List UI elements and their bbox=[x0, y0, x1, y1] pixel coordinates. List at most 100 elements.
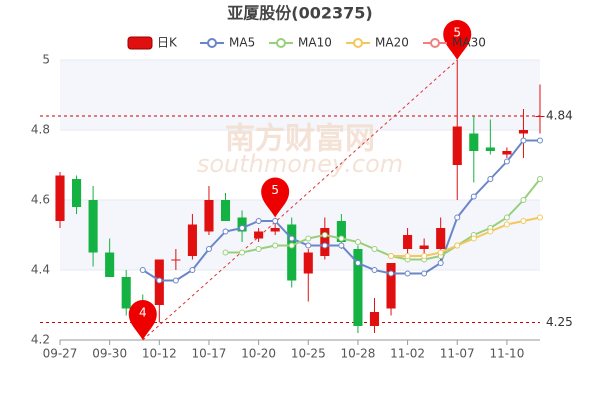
ma-point bbox=[470, 193, 477, 200]
grid-band bbox=[60, 60, 540, 130]
ma-point bbox=[454, 214, 461, 221]
x-tick-label: 10-25 bbox=[291, 347, 326, 361]
candle-body bbox=[535, 116, 545, 117]
candle-body bbox=[502, 151, 512, 155]
ma-point bbox=[503, 221, 510, 228]
candle-body bbox=[369, 312, 380, 326]
candle-body bbox=[452, 126, 462, 165]
ma-point bbox=[503, 158, 510, 165]
annotation-label: 5 bbox=[453, 26, 461, 40]
candle-body bbox=[419, 245, 429, 249]
annotation-pin bbox=[261, 177, 290, 218]
ma-point bbox=[321, 242, 328, 249]
ma-point bbox=[487, 176, 494, 182]
candle-body bbox=[270, 228, 280, 232]
x-tick-label: 10-17 bbox=[192, 347, 227, 361]
ma-point bbox=[239, 225, 246, 231]
x-tick-label: 09-27 bbox=[43, 347, 78, 361]
ma-point bbox=[520, 218, 527, 224]
ma-point bbox=[222, 249, 229, 256]
ma-point bbox=[305, 235, 312, 242]
legend-label: MA20 bbox=[375, 36, 409, 50]
ma-point bbox=[239, 249, 246, 256]
ma-point bbox=[156, 277, 163, 284]
x-tick-label: 11-10 bbox=[489, 347, 524, 361]
candle-body bbox=[403, 235, 413, 249]
reference-label: 4.84 bbox=[546, 109, 573, 123]
watermark-sub: southmoney.com bbox=[197, 150, 403, 178]
x-tick-label: 11-07 bbox=[440, 347, 475, 361]
candle-body bbox=[436, 228, 446, 249]
y-tick-label: 4.8 bbox=[31, 123, 50, 137]
legend-dot bbox=[207, 38, 217, 48]
ma-point bbox=[139, 267, 146, 273]
ma-point bbox=[388, 270, 395, 277]
y-tick-label: 4.6 bbox=[31, 193, 50, 207]
candle-body bbox=[171, 259, 181, 261]
candle-body bbox=[88, 200, 98, 253]
y-tick-label: 4.2 bbox=[31, 333, 50, 347]
legend-dot bbox=[353, 38, 363, 48]
x-tick-label: 10-28 bbox=[340, 347, 375, 361]
legend-candle bbox=[127, 36, 153, 50]
candle-body bbox=[204, 200, 214, 232]
ma-point bbox=[255, 246, 262, 252]
ma-point bbox=[421, 270, 428, 277]
ma-point bbox=[371, 246, 378, 252]
ma-line bbox=[391, 216, 541, 257]
ma-point bbox=[272, 242, 279, 249]
y-tick-label: 5 bbox=[42, 53, 50, 67]
candle-body bbox=[336, 221, 346, 242]
ma-point bbox=[354, 239, 361, 245]
ma-point bbox=[437, 249, 444, 256]
ma-point bbox=[321, 232, 328, 238]
ma-point bbox=[503, 214, 510, 221]
candle-body bbox=[187, 224, 197, 256]
legend-label: MA10 bbox=[298, 36, 332, 50]
legend-dot bbox=[276, 38, 286, 48]
candle-body bbox=[55, 175, 65, 221]
candle-body bbox=[320, 228, 330, 256]
ma-point bbox=[255, 218, 262, 224]
candle-body bbox=[254, 231, 264, 239]
x-tick-label: 09-30 bbox=[92, 347, 127, 361]
candle-body bbox=[105, 252, 115, 277]
y-tick-label: 4.4 bbox=[31, 263, 50, 277]
ma-point bbox=[520, 137, 527, 144]
ma-point bbox=[404, 253, 411, 259]
annotation-pin bbox=[443, 20, 472, 60]
ma-point bbox=[470, 235, 477, 242]
ma-point bbox=[537, 137, 543, 144]
candle-body bbox=[237, 217, 247, 232]
x-tick-label: 10-12 bbox=[142, 347, 177, 361]
ma-point bbox=[288, 242, 295, 249]
candle-body bbox=[220, 200, 231, 221]
ma-point bbox=[537, 176, 543, 182]
chart-title: 亚厦股份(002375) bbox=[227, 4, 372, 23]
ma-point bbox=[537, 214, 543, 221]
ma-point bbox=[338, 242, 345, 249]
legend-label: 日K bbox=[157, 36, 178, 50]
ma-point bbox=[487, 228, 494, 235]
candle-body bbox=[287, 224, 297, 281]
ma-point bbox=[305, 242, 312, 249]
ma-point bbox=[371, 267, 378, 273]
ma-point bbox=[189, 267, 196, 273]
legend-label: MA5 bbox=[229, 36, 255, 50]
ma-point bbox=[388, 253, 395, 259]
ma-point bbox=[520, 197, 527, 203]
legend-label: MA30 bbox=[452, 36, 486, 50]
candle-body bbox=[485, 147, 495, 151]
legend-dot bbox=[430, 38, 440, 48]
candle-body bbox=[353, 249, 363, 326]
trend-line bbox=[142, 59, 458, 341]
candle-body bbox=[386, 263, 396, 309]
watermark: 南方财富网 bbox=[225, 122, 375, 157]
annotation-label: 4 bbox=[139, 306, 147, 320]
ma-point bbox=[437, 260, 444, 266]
ma-point bbox=[205, 246, 212, 252]
grid-band bbox=[60, 200, 540, 270]
candle-body bbox=[72, 179, 82, 207]
reference-label: 4.25 bbox=[546, 315, 573, 329]
